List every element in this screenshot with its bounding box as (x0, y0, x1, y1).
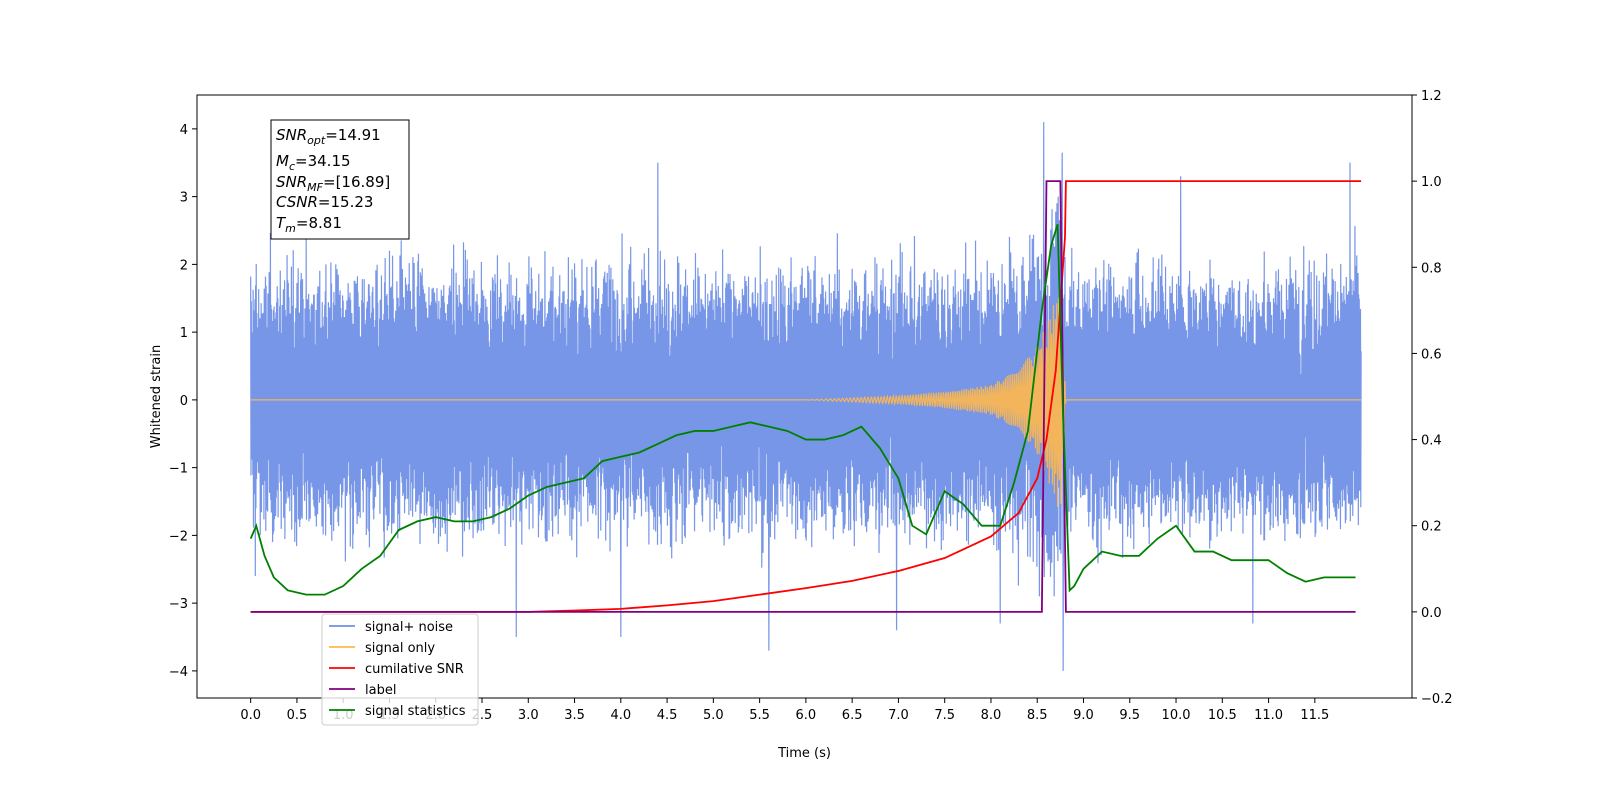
label-series (250, 180, 1356, 613)
legend-label: signal statistics (365, 704, 466, 719)
x-tick-label: 10.5 (1208, 708, 1237, 723)
label-line (250, 180, 1356, 613)
y-left-tick-label: 1 (180, 326, 188, 341)
x-axis-label: Time (s) (777, 746, 831, 761)
y-right-tick-label: 1.0 (1421, 175, 1442, 190)
x-tick-label: 0.5 (287, 708, 308, 723)
legend-label: label (365, 683, 396, 698)
legend-box (321, 613, 479, 726)
x-tick-label: 5.5 (749, 708, 770, 723)
x-tick-label: 7.5 (934, 708, 955, 723)
y-right-axis-ticks: 1.2 1.0 0.8 0.6 0.4 0.2 0.0 −0.2 (1412, 89, 1453, 707)
x-tick-label: 3.5 (564, 708, 585, 723)
info-mc: Mc=34.15 (276, 152, 351, 173)
plot-frame (196, 94, 1413, 699)
info-box: SNRopt=14.91 Mc=34.15 SNRMF=[16.89] CSNR… (270, 119, 410, 240)
x-tick-label: 11.5 (1300, 708, 1329, 723)
y-right-tick-label: 0.6 (1421, 347, 1442, 362)
signal-only-series (250, 297, 1362, 507)
y-left-axis-ticks: 4 3 2 1 0 −1 −2 −3 −4 (169, 123, 197, 680)
y-left-tick-label: 4 (180, 123, 188, 138)
y-left-tick-label: 2 (180, 258, 188, 273)
x-tick-label: 9.5 (1119, 708, 1140, 723)
x-tick-label: 4.0 (610, 708, 631, 723)
info-snr-opt: SNRopt=14.91 (276, 126, 381, 147)
y-right-tick-label: 0.2 (1421, 520, 1442, 535)
x-tick-label: 10.0 (1162, 708, 1191, 723)
y-left-tick-label: 3 (180, 191, 188, 206)
y-left-tick-label: 0 (180, 394, 188, 409)
legend-label: signal only (365, 641, 435, 656)
info-snr-mf: SNRMF=[16.89] (276, 173, 390, 194)
x-tick-label: 9.0 (1073, 708, 1094, 723)
x-tick-label: 6.0 (796, 708, 817, 723)
signal-statistics-line (249, 223, 1356, 596)
info-tm: Tm=8.81 (276, 214, 342, 235)
x-tick-label: 6.5 (842, 708, 863, 723)
signal-statistics-series (249, 223, 1356, 596)
legend-label: cumilative SNR (365, 662, 464, 677)
legend: signal+ noise signal only cumilative SNR la… (321, 613, 479, 726)
signal-noise-series (250, 122, 1362, 671)
y-left-tick-label: −2 (169, 529, 188, 544)
x-tick-label: 5.0 (703, 708, 724, 723)
signal-noise-line (250, 122, 1362, 671)
x-tick-label: 8.0 (981, 708, 1002, 723)
y-right-tick-label: 0.4 (1421, 434, 1442, 449)
x-tick-label: 7.0 (888, 708, 909, 723)
x-tick-label: 11.0 (1254, 708, 1283, 723)
y-right-tick-label: 0.0 (1421, 606, 1442, 621)
x-tick-label: 8.5 (1027, 708, 1048, 723)
y-right-tick-label: 0.8 (1421, 261, 1442, 276)
y-right-tick-label: 1.2 (1421, 89, 1442, 104)
y-left-tick-label: −3 (169, 597, 188, 612)
y-left-tick-label: −1 (169, 462, 188, 477)
x-tick-label: 3.0 (518, 708, 539, 723)
x-tick-label: 0.0 (240, 708, 261, 723)
y-left-axis-label: Whitened strain (149, 345, 164, 448)
legend-label: signal+ noise (365, 620, 453, 635)
cumulative-snr-line (250, 180, 1362, 613)
cumulative-snr-series (250, 180, 1362, 613)
info-csnr: CSNR=15.23 (276, 193, 373, 211)
x-tick-label: 4.5 (657, 708, 678, 723)
signal-only-line (250, 297, 1362, 507)
y-left-tick-label: −4 (169, 665, 188, 680)
y-right-tick-label: −0.2 (1421, 692, 1453, 707)
